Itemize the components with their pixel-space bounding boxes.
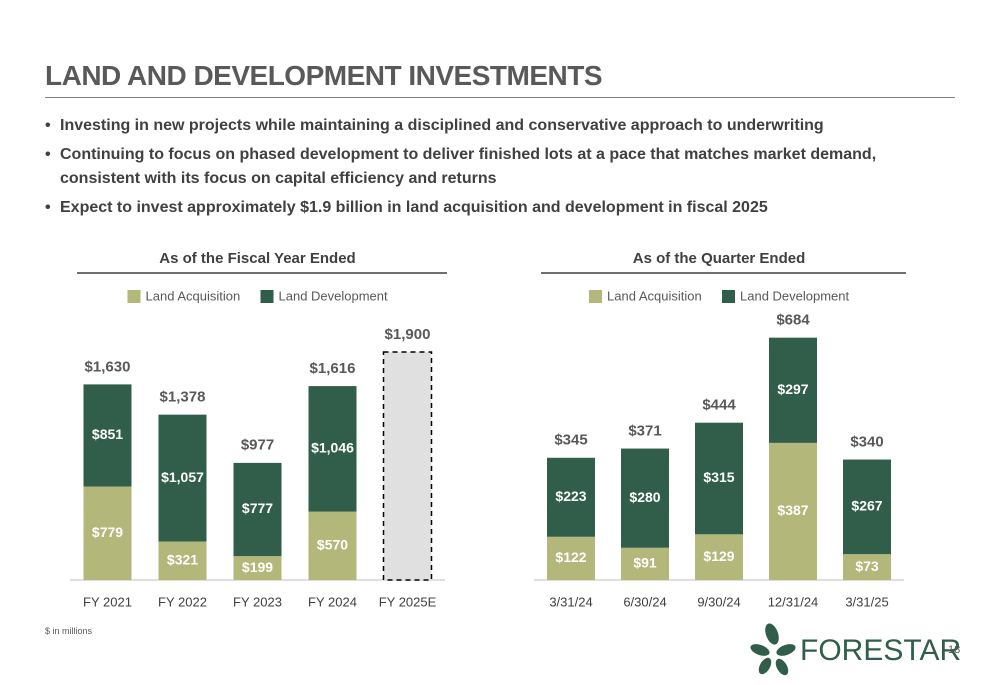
data-label: $122 [555,549,586,565]
bar-segment [158,414,207,542]
x-tick-label: FY 2024 [308,594,357,609]
data-label: $777 [242,500,273,516]
bullet: Continuing to focus on phased developmen… [45,143,950,191]
total-label: $1,616 [310,360,356,377]
x-tick-label: 9/30/24 [697,594,740,609]
data-label: $199 [242,559,273,575]
chart-title: As of the Quarter Ended [633,250,806,267]
legend-label: Land Acquisition [146,288,241,303]
logo-icon [750,623,796,676]
data-label: $73 [855,558,879,574]
data-label: $223 [555,488,586,504]
total-label: $977 [241,437,274,454]
x-tick-label: 3/31/25 [845,594,888,609]
bar-segment [695,422,743,535]
bar-segment [308,386,357,512]
bar-segment [621,448,669,548]
bar-segment [769,337,817,443]
data-label: $297 [777,381,808,397]
x-tick-label: 6/30/24 [623,594,666,609]
data-label: $570 [317,537,348,553]
total-label: $340 [850,434,883,451]
legend-swatch [260,290,274,303]
data-label: $851 [92,426,123,442]
bar-segment [695,534,743,580]
bar-segment [547,536,595,580]
bar-segment [843,554,891,580]
data-label: $779 [92,524,123,540]
x-tick-label: FY 2023 [233,594,282,609]
x-tick-label: FY 2021 [83,594,132,609]
bar-segment [233,556,282,580]
bullet: Investing in new projects while maintain… [45,114,950,138]
chart-title: As of the Fiscal Year Ended [159,250,355,267]
legend-label: Land Acquisition [607,288,702,303]
bar-segment [769,442,817,580]
estimate-bar [382,351,433,581]
legend-swatch [589,290,602,303]
logo: FORESTAR [800,634,961,667]
bullet: Expect to invest approximately $1.9 bill… [45,196,950,220]
data-label: $280 [629,489,660,505]
bar-segment [843,459,891,555]
legend-swatch [127,290,141,303]
data-label: $315 [703,469,734,485]
total-label: $345 [554,432,587,449]
data-label: $1,057 [161,469,204,485]
bar-segment [621,547,669,580]
legend-swatch [722,290,735,303]
data-label: $321 [167,551,198,567]
footnote: $ in millions [45,626,93,636]
data-label: $91 [633,555,657,571]
data-label: $267 [851,498,882,514]
total-label: $1,630 [85,358,131,375]
bar-segment [83,384,132,487]
total-label: $684 [776,312,810,329]
legend-label: Land Development [279,288,389,303]
x-tick-label: 3/31/24 [549,594,592,609]
title-rule [45,97,955,98]
data-label: $1,046 [311,440,354,456]
x-tick-label: 12/31/24 [768,594,819,609]
slide-title: LAND AND DEVELOPMENT INVESTMENTS [45,60,603,91]
page-number: 18 [948,644,960,656]
total-label: $444 [702,397,736,414]
bar-segment [233,462,282,557]
data-label: $387 [777,502,808,518]
x-tick-label: FY 2022 [158,594,207,609]
total-label: $1,900 [385,326,431,343]
bar-segment [547,457,595,537]
bar-segment [158,541,207,580]
total-label: $1,378 [160,389,206,406]
bar-segment [308,511,357,580]
legend-label: Land Development [740,288,850,303]
bar-segment [83,486,132,580]
data-label: $129 [703,548,734,564]
bullet-list: Investing in new projects while maintain… [45,114,950,225]
x-tick-label: FY 2025E [379,594,437,609]
total-label: $371 [628,423,661,440]
